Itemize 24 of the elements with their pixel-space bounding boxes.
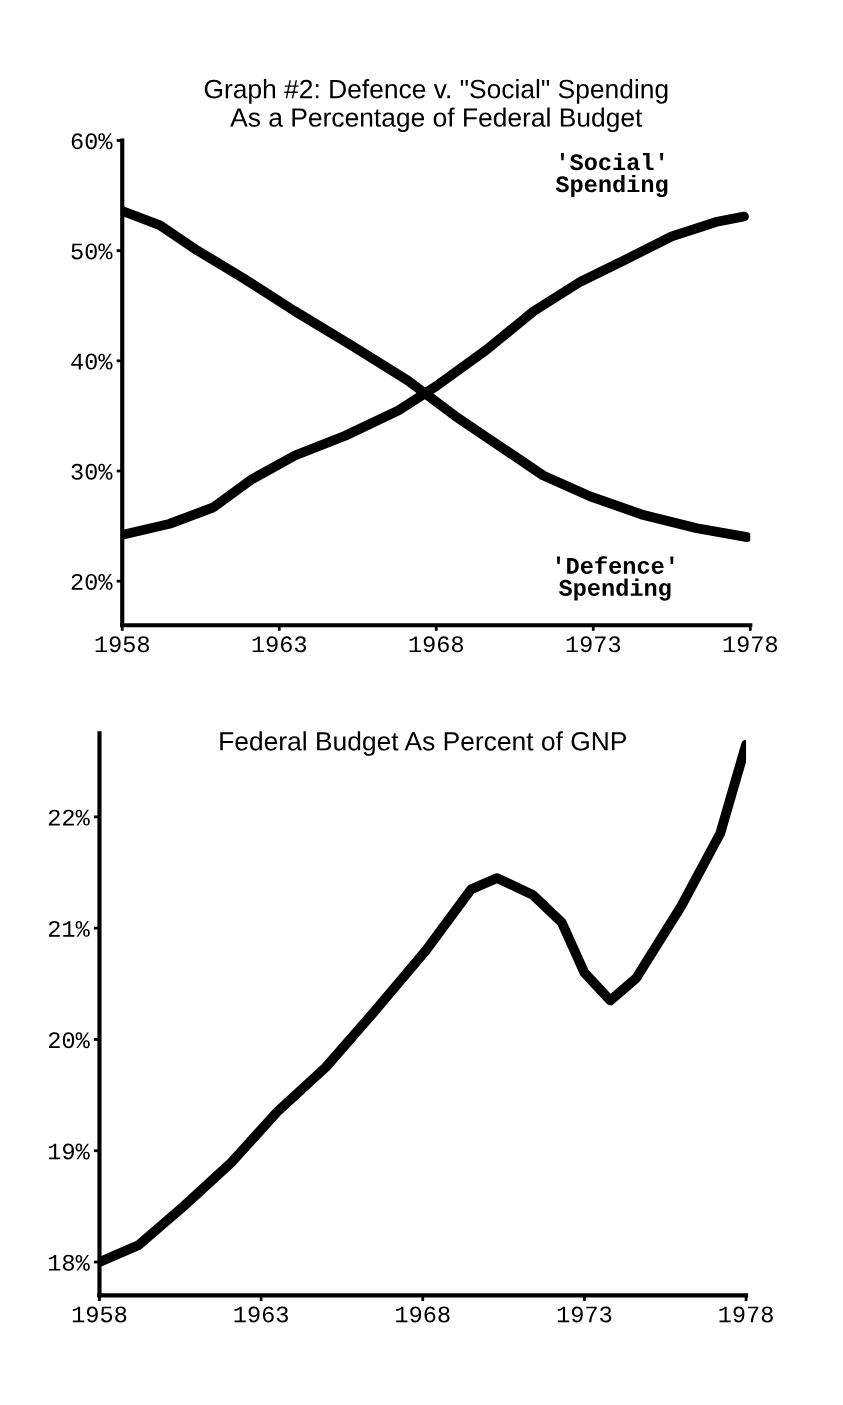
x-tick-label: 1958 <box>95 636 150 653</box>
x-tick-label: 1968 <box>409 636 464 653</box>
x-tick-label: 1973 <box>557 1306 612 1323</box>
y-tick-label: 50% <box>71 243 113 260</box>
y-tick-label: 22% <box>48 809 90 826</box>
chart-title: Federal Budget As Percent of GNP <box>220 731 627 756</box>
x-tick-label: 1973 <box>566 636 621 653</box>
y-tick-label: 40% <box>71 353 113 370</box>
series-label: 'Defence' Spending <box>556 556 674 601</box>
y-tick-label: 19% <box>48 1143 90 1160</box>
x-tick-label: 1968 <box>396 1306 450 1323</box>
chart-title: Graph #2: Defence v. "Social" Spending As a Percentage of Federal Budget <box>204 79 668 133</box>
x-tick-label: 1978 <box>719 1306 773 1323</box>
x-tick-label: 1978 <box>723 636 778 653</box>
x-tick-label: 1963 <box>234 1306 288 1323</box>
y-tick-label: 30% <box>71 463 113 480</box>
y-tick-label: 60% <box>71 133 113 150</box>
y-tick-label: 18% <box>48 1254 90 1271</box>
series-label: 'Social' Spending <box>555 152 668 198</box>
y-tick-label: 20% <box>71 573 113 590</box>
x-tick-label: 1958 <box>72 1306 127 1323</box>
x-tick-label: 1963 <box>252 636 307 653</box>
y-tick-label: 21% <box>48 920 90 937</box>
y-tick-label: 20% <box>48 1032 90 1049</box>
